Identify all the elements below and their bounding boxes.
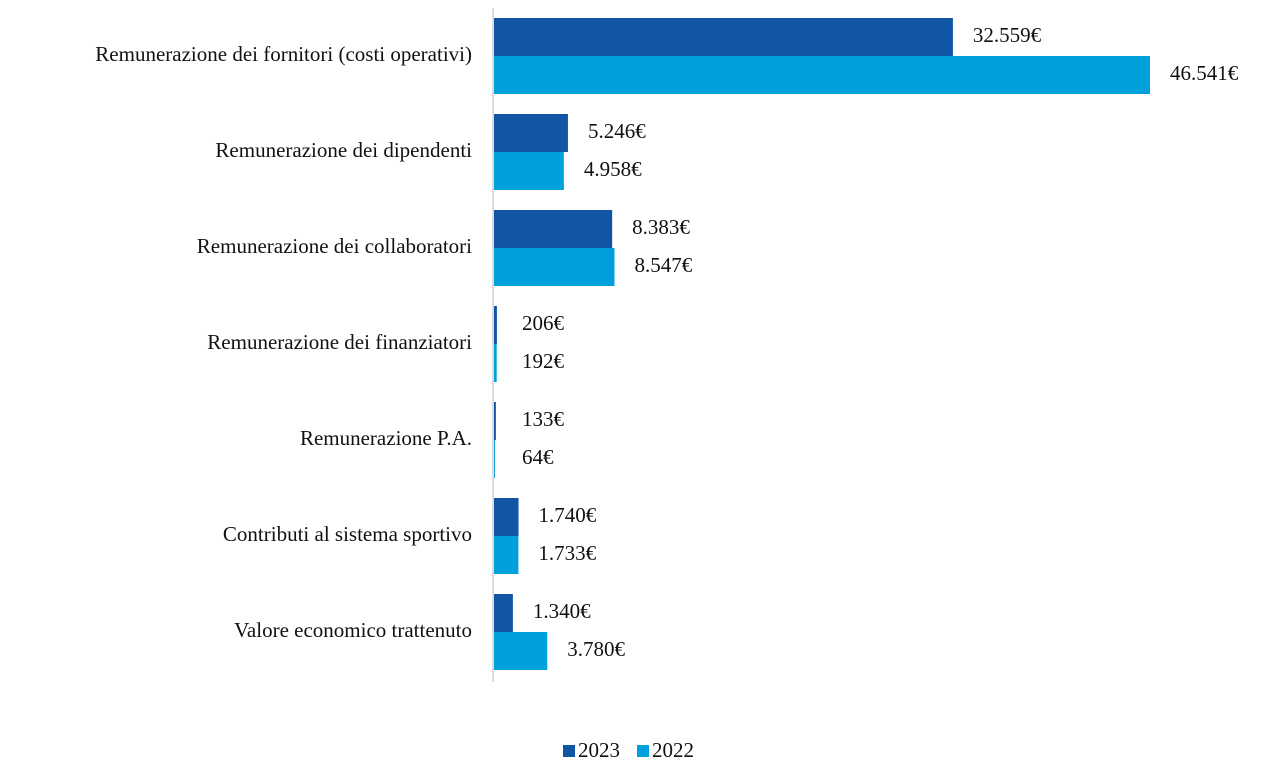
bar bbox=[494, 18, 953, 56]
bar bbox=[494, 594, 513, 632]
category-label: Valore economico trattenuto bbox=[234, 618, 472, 642]
bar bbox=[494, 210, 613, 248]
bar bbox=[494, 152, 564, 190]
bar bbox=[494, 248, 615, 286]
category-label: Remunerazione dei fornitori (costi opera… bbox=[95, 42, 472, 66]
bar bbox=[494, 536, 519, 574]
value-label: 1.340€ bbox=[533, 599, 591, 623]
value-label: 4.958€ bbox=[584, 157, 642, 181]
category-label: Remunerazione dei finanziatori bbox=[207, 330, 472, 354]
value-label: 1.740€ bbox=[539, 503, 597, 527]
value-label: 46.541€ bbox=[1170, 61, 1239, 85]
category-label: Remunerazione dei dipendenti bbox=[215, 138, 472, 162]
bar bbox=[494, 402, 496, 440]
bar bbox=[494, 56, 1150, 94]
bar bbox=[494, 498, 519, 536]
value-label: 206€ bbox=[522, 311, 565, 335]
bar bbox=[494, 114, 568, 152]
value-label: 3.780€ bbox=[567, 637, 625, 661]
legend-swatch bbox=[637, 745, 649, 757]
bar bbox=[494, 440, 495, 478]
value-label: 192€ bbox=[522, 349, 565, 373]
value-label: 8.383€ bbox=[632, 215, 690, 239]
legend-label: 2023 bbox=[578, 738, 620, 762]
value-label: 8.547€ bbox=[634, 253, 692, 277]
category-label: Contributi al sistema sportivo bbox=[223, 522, 472, 546]
value-label: 133€ bbox=[522, 407, 565, 431]
category-label: Remunerazione P.A. bbox=[300, 426, 472, 450]
value-label: 64€ bbox=[522, 445, 554, 469]
value-label: 32.559€ bbox=[973, 23, 1042, 47]
legend-label: 2022 bbox=[652, 738, 694, 762]
legend-swatch bbox=[563, 745, 575, 757]
bar bbox=[494, 344, 497, 382]
bar bbox=[494, 632, 548, 670]
value-label: 1.733€ bbox=[538, 541, 596, 565]
category-label: Remunerazione dei collaboratori bbox=[197, 234, 472, 258]
bar bbox=[494, 306, 497, 344]
value-label: 5.246€ bbox=[588, 119, 646, 143]
